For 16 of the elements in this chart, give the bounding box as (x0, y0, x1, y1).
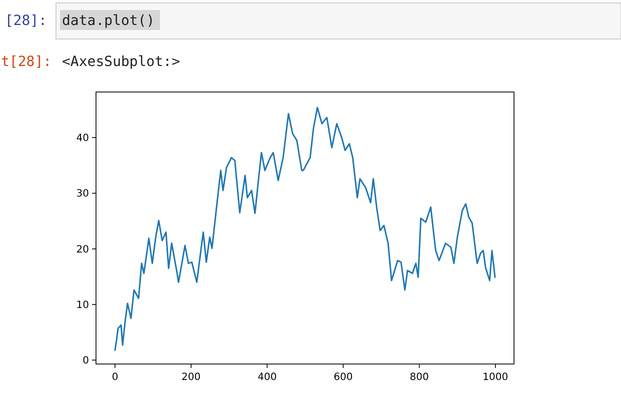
x-tick-label: 600 (334, 372, 353, 383)
y-tick-label: 40 (76, 133, 89, 144)
text: t[28]: (1, 54, 52, 70)
x-tick-label: 0 (112, 372, 118, 383)
text: data.plot() (62, 13, 155, 29)
y-tick-label: 30 (76, 188, 89, 200)
line-series (114, 106, 496, 351)
x-tick-label: 400 (258, 372, 277, 383)
y-tick-label: 20 (76, 244, 89, 256)
text: <AxesSubplot:> (62, 54, 180, 70)
y-tick-label: 0 (82, 356, 89, 367)
x-tick-label: 800 (410, 372, 429, 383)
text: [28]: (4, 13, 47, 29)
x-tick-label: 200 (182, 372, 201, 383)
y-tick-label: 10 (76, 300, 89, 311)
x-tick-label: 1000 (482, 372, 508, 383)
